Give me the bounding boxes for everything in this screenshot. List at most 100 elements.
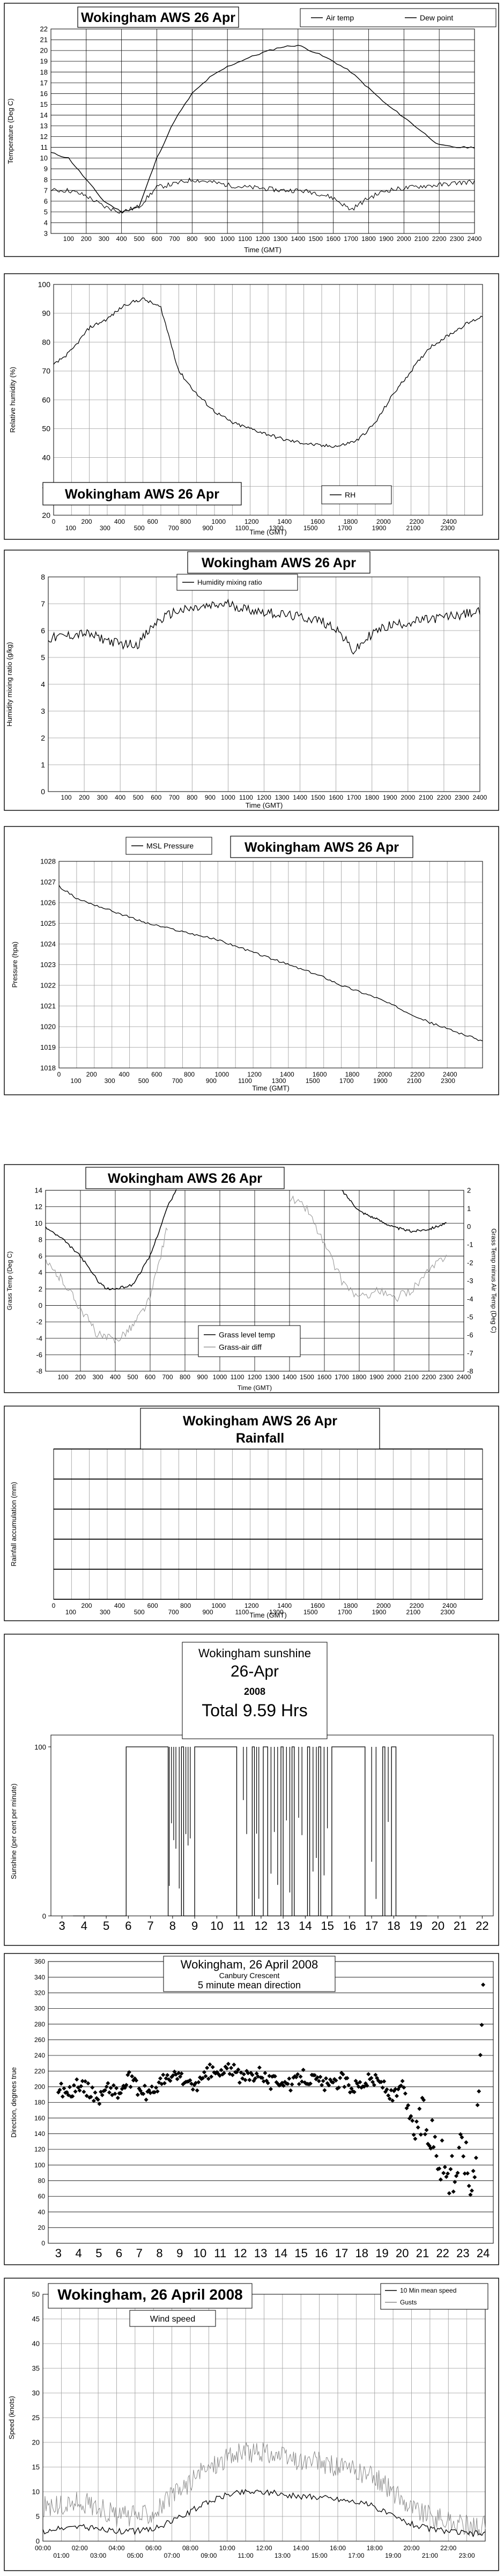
chart-0-y-tick-label: 18	[40, 68, 48, 76]
chart-7-point	[118, 2091, 123, 2096]
chart-1-title: Wokingham AWS 26 Apr	[65, 487, 219, 502]
chart-7-y-tick-label: 80	[38, 2177, 46, 2185]
chart-7-y-tick-label: 180	[34, 2099, 45, 2106]
chart-6-annotation: Total 9.59 Hrs	[202, 1701, 307, 1720]
chart-7-point	[338, 2075, 343, 2080]
chart-8-y-tick-label: 50	[32, 2290, 40, 2299]
chart-2-x-tick-label: 1200	[257, 794, 271, 801]
chart-7-point	[404, 2106, 409, 2111]
chart-0-series-0-line	[50, 45, 475, 213]
chart-7-point	[288, 2088, 293, 2093]
chart-7-x-tick-label: 7	[136, 2246, 143, 2260]
chart-3-x-tick-label: 2400	[443, 1071, 457, 1078]
chart-1-x-tick-label: 2300	[440, 524, 455, 532]
chart-1-y-tick-label: 50	[42, 425, 50, 433]
chart-7-point	[471, 2169, 476, 2174]
chart-7-y-tick-label: 0	[41, 2240, 45, 2247]
chart-0-x-tick-label: 2400	[468, 235, 482, 243]
chart-7-point	[107, 2090, 112, 2095]
chart-4-y-tick-label: -8	[36, 1367, 42, 1375]
chart-4-series-1-line	[342, 1190, 447, 1233]
chart-3-y-tick-label: 1019	[40, 1043, 56, 1051]
chart-3-x-tick-label: 1400	[280, 1071, 294, 1078]
chart-1-x-tick-label: 700	[168, 524, 179, 532]
chart-rainfall: 0 200 400 600 800 1000 1200 1400 1600 1800 2000 220…	[4, 1406, 499, 1621]
chart-4-y-tick-label: 6	[39, 1252, 42, 1260]
chart-7-point	[481, 1982, 486, 1987]
chart-8-x-tick-label: 16:00	[330, 2544, 346, 2552]
chart-7-point	[464, 2140, 469, 2145]
chart-3-x-tick-label: 900	[206, 1077, 217, 1085]
chart-2-y-tick-label: 7	[41, 599, 45, 608]
chart-3-x-tick-label: 1300	[272, 1077, 286, 1085]
chart-7-point	[312, 2073, 317, 2077]
chart-7-point	[423, 2132, 427, 2136]
chart-8-x-tick-label: 21:00	[422, 2552, 438, 2559]
chart-2-title: Wokingham AWS 26 Apr	[202, 555, 356, 570]
chart-0-y-tick-label: 6	[44, 197, 48, 205]
chart-8-y-axis-label: Speed (knots)	[8, 2396, 16, 2440]
chart-2-y-tick-label: 2	[41, 734, 45, 742]
chart-4-x-tick-label: 1200	[248, 1373, 262, 1381]
chart-7-y-tick-label: 240	[34, 2052, 45, 2059]
chart-4-title: Wokingham AWS 26 Apr	[108, 1171, 262, 1186]
chart-5-x-tick-label: 1800	[343, 1602, 358, 1609]
chart-6-x-tick-label: 19	[409, 1919, 422, 1933]
chart-3-x-tick-label: 1900	[373, 1077, 388, 1085]
chart-7-point	[155, 2089, 160, 2094]
chart-5-title-box	[140, 1408, 380, 1450]
chart-1-legend-label: RH	[345, 491, 355, 499]
chart-7-point	[358, 2080, 362, 2084]
chart-0-y-tick-label: 22	[40, 25, 48, 33]
chart-4-y-tick-label: 2	[467, 1187, 471, 1195]
chart-7-point	[150, 2084, 154, 2089]
chart-8-y-tick-label: 25	[32, 2414, 40, 2422]
chart-7-point	[295, 2072, 300, 2077]
chart-7-point	[57, 2088, 62, 2092]
chart-7-point	[267, 2074, 272, 2079]
chart-2-x-tick-label: 1000	[221, 794, 235, 801]
chart-0-x-tick-label: 100	[63, 235, 74, 243]
chart-7-point	[340, 2072, 345, 2077]
chart-3-x-tick-label: 400	[119, 1071, 130, 1078]
chart-5-x-tick-label: 900	[202, 1608, 213, 1616]
chart-7-y-tick-label: 140	[34, 2130, 45, 2138]
chart-5-x-tick-label: 1600	[310, 1602, 325, 1609]
chart-7-point	[83, 2079, 87, 2084]
chart-0-x-tick-label: 200	[81, 235, 92, 243]
chart-3-x-tick-label: 300	[105, 1077, 115, 1085]
chart-7-y-tick-label: 160	[34, 2114, 45, 2122]
chart-7-point	[393, 2087, 398, 2091]
chart-sunshine: 0 100 3 4 5 6 7 8 9 10 11 12 13 14 15 16 17 18 19 20 21 22 Sun…	[4, 1634, 499, 1946]
chart-7-point	[70, 2094, 75, 2099]
chart-7-y-tick-label: 280	[34, 2021, 45, 2028]
chart-7-point	[134, 2078, 139, 2083]
chart-pressure: 1018 1019 1020 1021 1022 1023 1024 1025 1026 1027…	[4, 826, 499, 1095]
chart-4-x-tick-label: 2100	[404, 1373, 419, 1381]
chart-2-legend-box	[176, 574, 298, 591]
chart-7-point	[478, 2053, 483, 2058]
chart-4-x-tick-label: 1600	[317, 1373, 332, 1381]
chart-0-y-tick-label: 12	[40, 133, 48, 141]
chart-7-point	[446, 2171, 450, 2176]
chart-7-point	[226, 2061, 231, 2066]
chart-7-point	[327, 2083, 331, 2088]
chart-7-point	[263, 2070, 268, 2075]
chart-6-title-box	[182, 1642, 328, 1739]
chart-7-point	[219, 2068, 224, 2073]
chart-4-y-tick-label: -4	[36, 1334, 42, 1342]
chart-8-x-tick-label: 02:00	[72, 2544, 88, 2552]
chart-6-x-tick-label: 21	[454, 1919, 466, 1933]
chart-3-x-tick-label: 1600	[313, 1071, 327, 1078]
chart-7-point	[365, 2083, 369, 2088]
chart-5-x-tick-label: 1400	[277, 1602, 292, 1609]
chart-4-y-tick-label: -3	[467, 1277, 473, 1285]
chart-7-point	[410, 2118, 415, 2123]
chart-7-point	[438, 2177, 443, 2182]
chart-5-x-tick-label: 100	[65, 1608, 76, 1616]
chart-7-point	[241, 2072, 246, 2076]
chart-0-y-tick-label: 8	[44, 175, 48, 184]
chart-7-y-tick-label: 220	[34, 2067, 45, 2075]
chart-7-x-tick-label: 8	[156, 2246, 162, 2260]
chart-5-subtitle: Rainfall	[236, 1431, 284, 1446]
